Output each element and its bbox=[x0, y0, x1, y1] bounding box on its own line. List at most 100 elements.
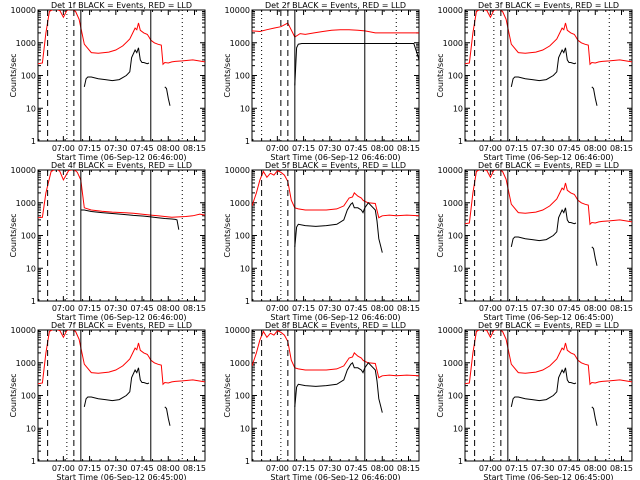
x-tick-label: 07:30 bbox=[531, 144, 554, 153]
x-tick-label: 07:00 bbox=[266, 144, 289, 153]
x-tick-label: 08:15 bbox=[610, 144, 633, 153]
plot-data bbox=[465, 170, 632, 301]
chart-panel-8: Det 8f BLACK = Events, RED = LLD 1 10 100 10… bbox=[223, 321, 420, 480]
y-tick-label: 1000 bbox=[230, 39, 250, 48]
lld-rate-line-1 bbox=[252, 22, 419, 38]
lld-rate-line-1 bbox=[38, 170, 205, 219]
events-rate-line-2 bbox=[510, 207, 577, 248]
x-tick-label: 07:30 bbox=[104, 304, 127, 313]
y-tick-label: 10 bbox=[240, 264, 250, 273]
x-tick-label: 08:15 bbox=[610, 464, 633, 473]
y-tick-label: 10000 bbox=[438, 166, 463, 175]
y-axis-label: Counts/sec bbox=[9, 53, 18, 97]
y-tick-label: 10 bbox=[453, 104, 463, 113]
x-axis-label: Start Time (06-Sep-12 06:45:00) bbox=[483, 313, 613, 322]
events-rate-line-2 bbox=[294, 43, 419, 86]
y-tick-label: 10 bbox=[26, 104, 36, 113]
lld-rate-line-1 bbox=[38, 10, 205, 66]
lld-rate-line-1 bbox=[252, 330, 419, 379]
x-tick-label: 07:45 bbox=[558, 144, 581, 153]
y-tick-label: 10 bbox=[240, 104, 250, 113]
plot-frame bbox=[464, 329, 633, 462]
y-tick-label: 100 bbox=[235, 232, 250, 241]
y-axis-label: Counts/sec bbox=[436, 53, 445, 97]
y-tick-label: 1000 bbox=[16, 359, 36, 368]
chart-title: Det 8f BLACK = Events, RED = LLD bbox=[265, 321, 406, 330]
y-tick-label: 10000 bbox=[225, 166, 250, 175]
y-tick-label: 10000 bbox=[11, 6, 36, 15]
x-tick-label: 07:00 bbox=[52, 144, 75, 153]
y-axis-label: Counts/sec bbox=[223, 213, 232, 257]
y-tick-label: 100 bbox=[235, 392, 250, 401]
x-axis-label: Start Time (06-Sep-12 06:46:00) bbox=[270, 153, 400, 162]
x-tick-label: 08:00 bbox=[584, 144, 607, 153]
x-tick-label: 07:15 bbox=[505, 464, 528, 473]
y-axis-label: Counts/sec bbox=[436, 373, 445, 417]
plot-data bbox=[38, 170, 205, 301]
x-axis-label: Start Time (06-Sep-12 06:46:00) bbox=[270, 473, 400, 480]
events-rate-line-2 bbox=[83, 47, 150, 88]
x-axis-label: Start Time (06-Sep-12 06:46:00) bbox=[56, 313, 186, 322]
y-axis-label: Counts/sec bbox=[436, 213, 445, 257]
y-tick-label: 10000 bbox=[225, 6, 250, 15]
plot-frame bbox=[251, 329, 420, 462]
y-tick-label: 100 bbox=[235, 72, 250, 81]
x-tick-label: 07:45 bbox=[131, 464, 154, 473]
y-tick-label: 1 bbox=[31, 457, 36, 466]
x-tick-label: 08:00 bbox=[157, 144, 180, 153]
plot-data bbox=[252, 10, 419, 141]
chart-panel-4: Det 4f BLACK = Events, RED = LLD 1 10 100 10… bbox=[9, 161, 206, 322]
y-tick-label: 10000 bbox=[438, 6, 463, 15]
x-tick-label: 07:45 bbox=[558, 304, 581, 313]
events-rate-line-2 bbox=[294, 361, 383, 413]
x-tick-label: 07:30 bbox=[318, 144, 341, 153]
y-tick-label: 1 bbox=[245, 457, 250, 466]
y-axis-label: Counts/sec bbox=[223, 373, 232, 417]
x-tick-label: 07:15 bbox=[292, 304, 315, 313]
x-tick-label: 07:30 bbox=[531, 304, 554, 313]
plot-data bbox=[38, 10, 205, 141]
x-tick-label: 07:00 bbox=[52, 304, 75, 313]
x-tick-label: 07:15 bbox=[505, 144, 528, 153]
y-tick-label: 1 bbox=[31, 297, 36, 306]
chart-title: Det 3f BLACK = Events, RED = LLD bbox=[478, 1, 619, 10]
y-tick-label: 100 bbox=[448, 232, 463, 241]
y-tick-label: 10 bbox=[26, 424, 36, 433]
y-tick-label: 10000 bbox=[225, 326, 250, 335]
plot-data bbox=[465, 10, 632, 141]
events-rate-line-3 bbox=[591, 86, 598, 106]
x-tick-label: 08:00 bbox=[371, 144, 394, 153]
x-tick-label: 08:00 bbox=[371, 464, 394, 473]
chart-title: Det 2f BLACK = Events, RED = LLD bbox=[265, 1, 406, 10]
x-tick-label: 08:00 bbox=[157, 304, 180, 313]
x-tick-label: 07:45 bbox=[131, 144, 154, 153]
plot-data bbox=[465, 330, 632, 461]
plot-frame bbox=[37, 9, 206, 142]
chart-title: Det 9f BLACK = Events, RED = LLD bbox=[478, 321, 619, 330]
y-tick-label: 1 bbox=[458, 137, 463, 146]
y-tick-label: 10000 bbox=[438, 326, 463, 335]
y-tick-label: 10 bbox=[453, 424, 463, 433]
lld-rate-line-1 bbox=[465, 330, 632, 386]
x-tick-label: 08:15 bbox=[183, 464, 206, 473]
x-tick-label: 07:30 bbox=[318, 464, 341, 473]
y-tick-label: 1 bbox=[31, 137, 36, 146]
y-tick-label: 10 bbox=[26, 264, 36, 273]
y-tick-label: 100 bbox=[448, 392, 463, 401]
x-tick-label: 07:15 bbox=[78, 304, 101, 313]
lld-rate-line-1 bbox=[465, 10, 632, 66]
x-tick-label: 07:45 bbox=[558, 464, 581, 473]
y-tick-label: 10 bbox=[240, 424, 250, 433]
x-tick-label: 07:45 bbox=[345, 304, 368, 313]
x-tick-label: 08:00 bbox=[584, 304, 607, 313]
x-tick-label: 07:00 bbox=[266, 304, 289, 313]
y-tick-label: 1000 bbox=[443, 39, 463, 48]
x-tick-label: 07:00 bbox=[479, 144, 502, 153]
chart-panel-6: Det 6f BLACK = Events, RED = LLD 1 10 100 10… bbox=[436, 161, 633, 322]
lld-rate-line-1 bbox=[465, 170, 632, 226]
y-tick-label: 1000 bbox=[230, 199, 250, 208]
chart-panel-5: Det 5f BLACK = Events, RED = LLD 1 10 100 10… bbox=[223, 161, 420, 322]
x-tick-label: 07:00 bbox=[479, 464, 502, 473]
chart-panel-9: Det 9f BLACK = Events, RED = LLD 1 10 100 10… bbox=[436, 321, 633, 480]
y-tick-label: 1 bbox=[458, 457, 463, 466]
